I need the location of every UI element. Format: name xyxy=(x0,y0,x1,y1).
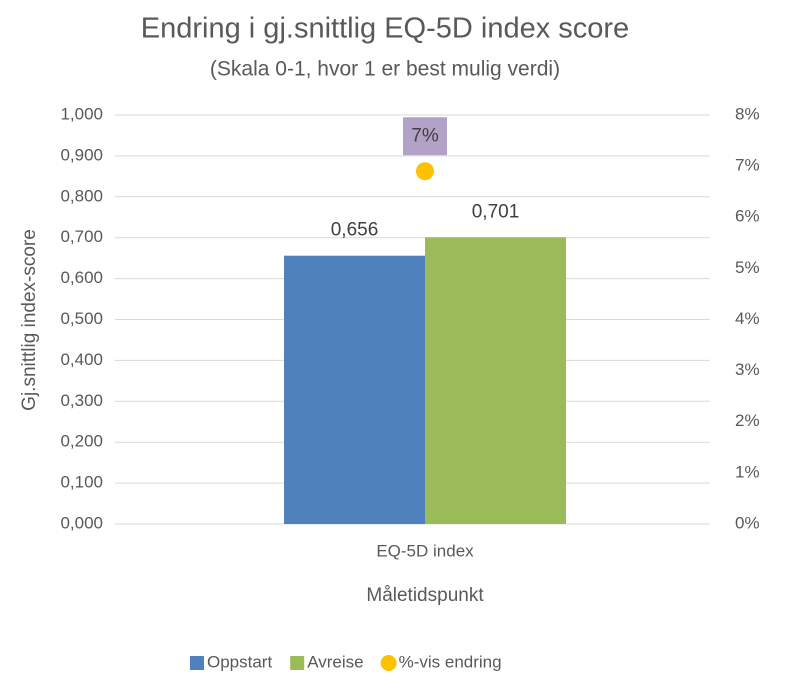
y2-tick-label: 3% xyxy=(735,360,760,379)
y-tick-label: 0,200 xyxy=(60,432,103,451)
y2-tick-label: 6% xyxy=(735,207,760,226)
legend-marker xyxy=(380,655,397,671)
data-label: 0,701 xyxy=(472,201,520,222)
data-label: 7% xyxy=(411,125,439,146)
y2-tick-label: 5% xyxy=(735,258,760,277)
chart-title: Endring i gj.snittlig EQ-5D index score xyxy=(141,13,629,45)
y-tick-label: 0,100 xyxy=(60,473,103,492)
y-tick-label: 0,800 xyxy=(60,186,103,205)
bar xyxy=(425,237,566,524)
y2-tick-label: 0% xyxy=(735,513,760,532)
chart-subtitle: (Skala 0-1, hvor 1 er best mulig verdi) xyxy=(210,58,560,81)
y2-tick-label: 2% xyxy=(735,411,760,430)
legend-label: Avreise xyxy=(307,652,363,671)
y-tick-label: 0,500 xyxy=(60,309,103,328)
y2-tick-label: 7% xyxy=(735,156,760,175)
y-tick-label: 1,000 xyxy=(60,104,103,123)
x-axis-title: Måletidspunkt xyxy=(366,585,484,606)
x-tick-label: EQ-5D index xyxy=(376,541,474,560)
y-tick-label: 0,600 xyxy=(60,268,103,287)
marker xyxy=(416,162,434,181)
y-tick-label: 0,400 xyxy=(60,350,103,369)
y2-tick-label: 8% xyxy=(735,104,760,123)
data-label-box xyxy=(403,117,447,156)
legend-label: %-vis endring xyxy=(399,652,502,671)
legend-swatch xyxy=(290,656,305,670)
bar xyxy=(284,255,425,525)
y2-tick-label: 4% xyxy=(735,309,760,328)
y-tick-label: 0,000 xyxy=(60,513,103,532)
y-axis-title: Gj.snittlig index-score xyxy=(19,229,40,411)
data-label: 0,656 xyxy=(331,220,379,241)
y2-tick-label: 1% xyxy=(735,462,760,481)
y-tick-label: 0,900 xyxy=(60,145,103,164)
y-tick-label: 0,700 xyxy=(60,227,103,246)
legend-swatch xyxy=(190,656,204,670)
legend-label: Oppstart xyxy=(207,652,272,671)
y-tick-label: 0,300 xyxy=(60,391,103,410)
